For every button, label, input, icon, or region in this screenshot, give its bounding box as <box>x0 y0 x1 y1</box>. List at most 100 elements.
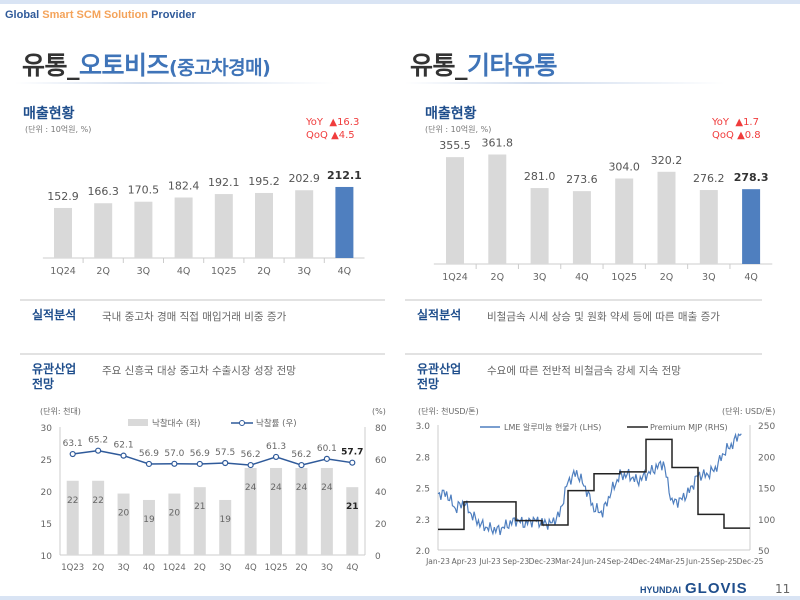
x-tick-label: Jul-23 <box>478 557 501 566</box>
divider <box>20 299 385 301</box>
legend-mjp-label: Premium MJP (RHS) <box>650 423 728 432</box>
rate-label: 63.1 <box>63 439 83 449</box>
bar <box>244 467 257 555</box>
divider <box>405 353 762 355</box>
y-tick-right: 100 <box>758 516 775 526</box>
y-tick-right: 60 <box>375 456 387 466</box>
data-label: 273.6 <box>566 173 598 186</box>
perf-text: 비철금속 시세 상승 및 원화 약세 등에 따른 매출 증가 <box>487 311 720 323</box>
divider <box>405 299 762 301</box>
y-tick-right: 40 <box>375 488 387 498</box>
y-tick-left: 2.3 <box>416 516 430 526</box>
y-tick-right: 200 <box>758 453 775 463</box>
y-tick-left: 2.0 <box>416 547 431 557</box>
title-underline <box>15 82 335 84</box>
x-tick-label: Sep-25 <box>711 557 738 566</box>
data-label: 355.5 <box>439 139 471 152</box>
data-label: 170.5 <box>128 184 160 197</box>
rate-label: 56.9 <box>190 449 210 459</box>
right-title: 유통_기타유통 <box>410 51 558 80</box>
rate-label: 57.0 <box>164 449 184 459</box>
divider <box>20 353 385 355</box>
outlook-label: 유관산업 전망 <box>417 362 462 391</box>
x-tick-label: Jan-23 <box>425 557 450 566</box>
rate-marker <box>196 460 203 468</box>
bar-label: 21 <box>346 502 359 512</box>
x-tick-label: 2Q <box>295 563 307 573</box>
bar <box>92 480 105 555</box>
data-label: 182.4 <box>168 180 200 193</box>
data-label: 304.0 <box>608 161 640 174</box>
bar <box>446 157 464 264</box>
y-tick-right: 0 <box>375 552 381 562</box>
x-tick-label: 2Q <box>96 266 110 277</box>
left-title: 유통_오토비즈(중고차경매) <box>22 51 271 80</box>
bar <box>488 154 507 264</box>
y-tick-right: 50 <box>758 547 770 557</box>
unit-left: (단위: 천USD/톤) <box>418 406 479 416</box>
bar <box>742 189 761 264</box>
bar <box>255 192 273 258</box>
unit-right: (%) <box>372 407 386 416</box>
x-tick-label: 1Q24 <box>50 266 76 277</box>
rate-label: 56.2 <box>291 450 311 460</box>
bar <box>530 188 549 264</box>
data-label: 202.9 <box>288 172 320 185</box>
data-label: 276.2 <box>693 172 725 185</box>
x-tick-label: 3Q <box>533 272 547 283</box>
data-label: 281.0 <box>524 170 556 183</box>
y-tick-left: 10 <box>41 552 53 562</box>
y-tick-left: 30 <box>41 424 53 434</box>
hyundai-glovis-logo: HYUNDAI GLOVIS <box>640 580 748 597</box>
data-label: 166.3 <box>87 185 119 198</box>
bar <box>320 467 333 555</box>
aluminum-price-chart: (단위: 천USD/톤) (단위: USD/톤) 3.0 2.8 2.5 2.3 2.0 25… <box>416 406 776 566</box>
mjp-step-line <box>438 438 750 531</box>
x-tick-label: Jun-24 <box>581 557 606 566</box>
top-strip <box>0 0 800 4</box>
rate-label: 65.2 <box>88 436 108 446</box>
rate-label: 57.5 <box>215 448 235 458</box>
outlook-label: 유관산업 전망 <box>32 362 77 391</box>
bar <box>193 487 206 555</box>
tagline: Global Smart SCM Solution Provider <box>5 9 196 21</box>
rate-marker <box>349 459 356 466</box>
bar <box>134 201 153 258</box>
data-label: 212.1 <box>327 169 362 182</box>
bottom-strip <box>0 596 800 600</box>
data-label: 195.2 <box>248 175 280 188</box>
bar <box>270 467 283 555</box>
bar <box>219 499 232 555</box>
rate-line <box>72 449 353 466</box>
x-tick-label: 3Q <box>321 563 333 573</box>
right-sales-bar-chart: 355.5 1Q24 361.8 2Q 281.0 3Q 273.6 4Q 304.0 1Q25 3… <box>433 137 773 283</box>
perf-label: 실적분석 <box>417 308 462 322</box>
y-tick-left: 15 <box>41 520 52 530</box>
x-tick-label: 4Q <box>245 563 257 573</box>
rate-marker <box>222 459 229 467</box>
rate-label: 57.7 <box>341 448 363 458</box>
y-tick-right: 150 <box>758 485 775 495</box>
x-tick-label: Dec-24 <box>633 557 660 566</box>
x-tick-label: 2Q <box>257 266 271 277</box>
left-sales-bar-chart: 152.9 1Q24 166.3 2Q 170.5 3Q 182.4 4Q 192.1 1Q25 1… <box>42 169 365 277</box>
legend-lme-label: LME 알루미늄 현물가 (LHS) <box>504 422 601 432</box>
rate-label: 62.1 <box>114 441 134 451</box>
x-tick-label: 1Q24 <box>442 272 468 283</box>
rate-marker <box>145 460 153 468</box>
perf-label: 실적분석 <box>32 308 77 322</box>
bar <box>174 197 193 258</box>
bar <box>615 178 634 264</box>
rate-label: 56.9 <box>139 449 159 459</box>
bar <box>295 190 314 258</box>
bar-label: 21 <box>194 502 205 512</box>
y-tick-left: 2.5 <box>416 485 430 495</box>
legend-bar-label: 낙찰대수 (좌) <box>152 418 200 429</box>
x-tick-label: Dec-23 <box>529 557 556 566</box>
x-tick-label: Sep-24 <box>607 557 634 566</box>
x-tick-label: 2Q <box>660 272 674 283</box>
y-tick-right: 250 <box>758 422 775 432</box>
x-tick-label: 2Q <box>491 272 505 283</box>
bar-label: 19 <box>219 515 231 525</box>
rate-marker <box>171 460 178 467</box>
